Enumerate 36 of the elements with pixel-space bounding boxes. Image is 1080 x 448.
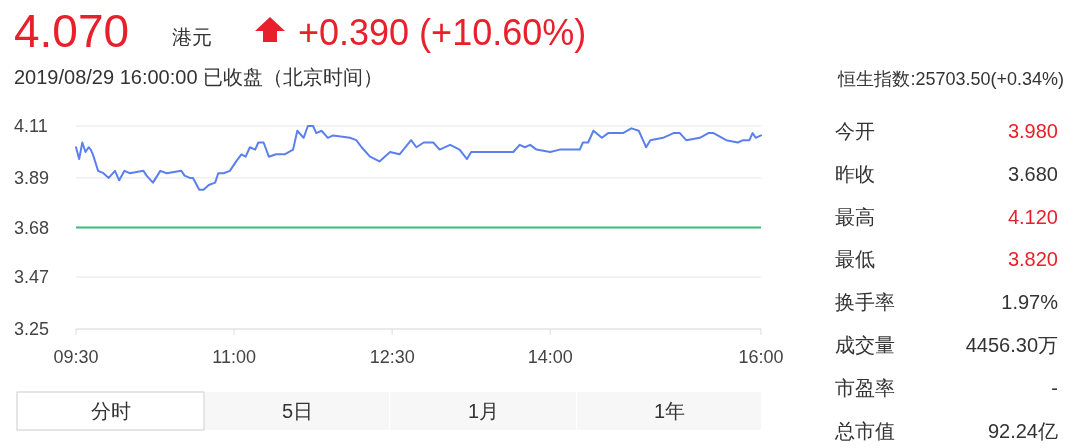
text: 5日: [281, 400, 314, 422]
text: +0.390 (+10.60%): [298, 12, 587, 53]
x-tick-label: 09:30: [53, 347, 99, 367]
text: 1.97%: [1001, 291, 1059, 314]
text: 3.980: [1007, 120, 1058, 142]
text: 1年: [653, 400, 686, 422]
text: 4456.30万: [965, 334, 1058, 356]
text: 昨收: [835, 162, 875, 185]
text: 今开: [835, 120, 875, 142]
y-tick-label: 3.68: [14, 217, 50, 238]
text: 市盈率: [835, 376, 895, 399]
text: 92.24亿: [987, 419, 1058, 442]
y-tick-label: 3.47: [14, 267, 50, 288]
chart-subtitle: 2019/08/29 16:00:00 已收盘（北京时间）: [14, 66, 384, 88]
line-series: [75, 125, 762, 191]
text: 港元: [172, 26, 212, 48]
text: 最低: [835, 248, 875, 271]
text: 成交量: [835, 334, 895, 356]
text: 最高: [835, 205, 875, 228]
text: 3.680: [1007, 162, 1058, 185]
x-tick-label: 11:00: [212, 347, 256, 367]
text: 4.120: [1007, 205, 1058, 228]
x-tick-label: 16:00: [738, 347, 784, 367]
text: -: [1051, 376, 1058, 399]
x-tick-label: 14:00: [527, 347, 573, 367]
y-tick-label: 4.11: [14, 116, 48, 136]
text: 1月: [467, 400, 500, 422]
text: 总市值: [834, 419, 895, 442]
x-tick-label: 12:30: [369, 347, 415, 367]
y-tick-label: 3.25: [14, 319, 50, 339]
text: 分时: [91, 400, 131, 422]
y-tick-label: 3.89: [14, 167, 50, 188]
text: 3.820: [1007, 248, 1058, 271]
text: 恒生指数:25703.50(+0.34%): [837, 69, 1064, 89]
text: 换手率: [835, 291, 895, 314]
chart-title: 4.070: [14, 5, 130, 57]
